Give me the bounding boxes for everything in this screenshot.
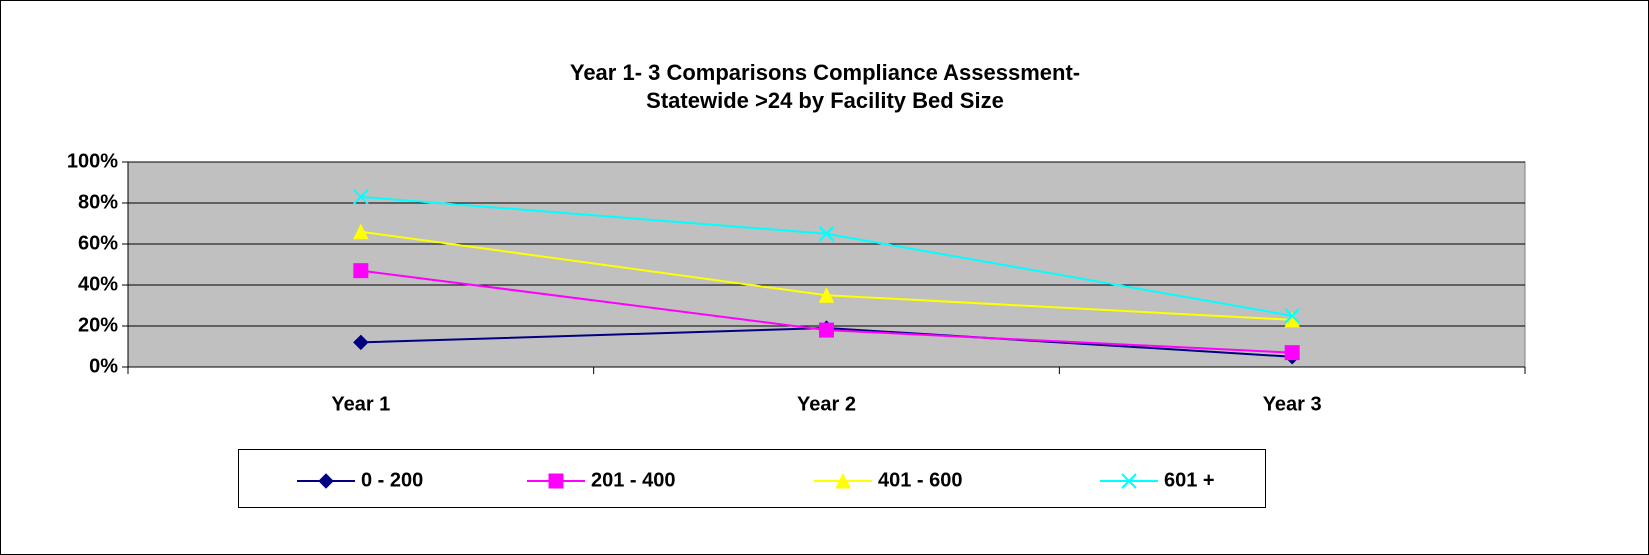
y-tick-label: 40% [78, 273, 118, 295]
marker [819, 322, 834, 338]
y-tick-label: 20% [78, 314, 118, 336]
y-tick-label: 100% [67, 150, 118, 172]
y-tick-label: 80% [78, 191, 118, 213]
y-tick-label: 60% [78, 232, 118, 254]
chart-title: Year 1- 3 Comparisons Compliance Assessm… [570, 60, 1080, 85]
legend-box [238, 449, 1266, 508]
legend-label: 601 + [1164, 469, 1215, 491]
marker [1284, 308, 1300, 324]
marker [818, 226, 835, 242]
marker [353, 263, 369, 279]
legend-label: 201 - 400 [591, 469, 676, 491]
legend-label: 401 - 600 [878, 469, 963, 491]
legend-marker [1121, 473, 1137, 489]
chart-title: Statewide >24 by Facility Bed Size [646, 88, 1004, 113]
legend-marker [548, 473, 564, 489]
marker [818, 287, 835, 303]
marker [353, 189, 369, 205]
x-tick-label: Year 3 [1263, 393, 1322, 415]
x-tick-label: Year 1 [331, 393, 390, 415]
legend-label: 0 - 200 [361, 469, 423, 491]
marker [1284, 345, 1300, 361]
x-tick-label: Year 2 [797, 393, 856, 415]
marker [353, 334, 369, 351]
marker [353, 223, 369, 240]
legend-marker [835, 472, 851, 489]
y-tick-label: 0% [89, 355, 118, 377]
legend-marker [318, 473, 334, 489]
